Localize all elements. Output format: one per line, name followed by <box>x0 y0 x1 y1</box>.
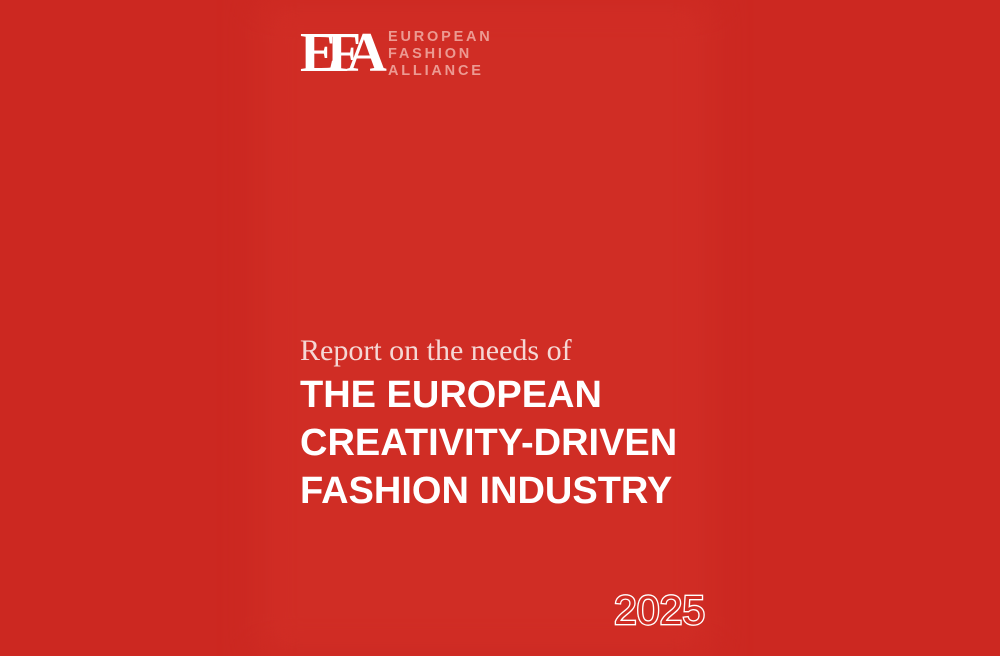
svg-text:FASHION: FASHION <box>388 46 472 62</box>
svg-text:EUROPEAN: EUROPEAN <box>388 29 493 45</box>
svg-text:THE EUROPEAN: THE EUROPEAN <box>300 374 602 416</box>
svg-text:ALLIANCE: ALLIANCE <box>388 63 484 79</box>
svg-text:Report on the needs of: Report on the needs of <box>300 334 572 367</box>
svg-text:EFA: EFA <box>300 22 387 84</box>
svg-text:CREATIVITY-DRIVEN: CREATIVITY-DRIVEN <box>300 422 677 464</box>
svg-text:FASHION INDUSTRY: FASHION INDUSTRY <box>300 470 672 512</box>
